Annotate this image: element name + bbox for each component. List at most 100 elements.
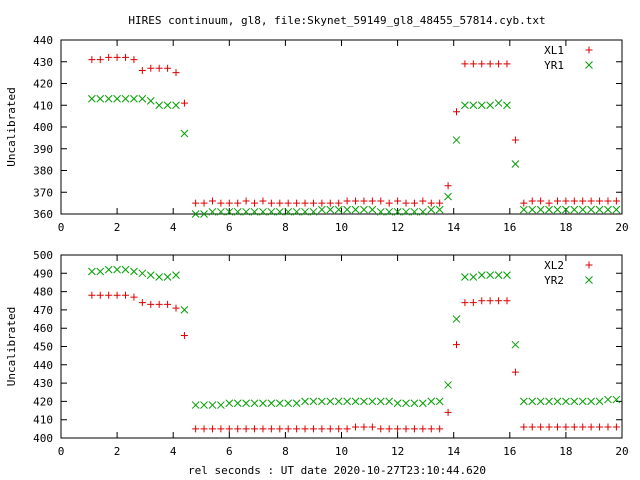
data-point	[259, 425, 267, 433]
data-point	[595, 205, 604, 214]
data-point	[318, 205, 326, 214]
data-point	[301, 199, 309, 207]
data-point	[385, 199, 393, 207]
data-point	[242, 207, 250, 216]
data-point	[436, 199, 444, 207]
data-point	[293, 199, 301, 207]
data-point	[385, 207, 394, 216]
data-point	[453, 341, 461, 349]
y-tick-label: 470	[33, 304, 53, 317]
data-point	[318, 397, 326, 406]
data-point	[309, 207, 318, 216]
data-point	[96, 94, 105, 103]
data-point	[595, 397, 604, 406]
data-point	[326, 397, 335, 406]
data-point	[419, 197, 427, 205]
data-point	[579, 423, 587, 431]
x-tick-label: 10	[335, 445, 348, 458]
data-point	[318, 425, 326, 433]
y-tick-label: 480	[33, 286, 53, 299]
data-point	[511, 136, 519, 144]
data-point	[503, 271, 511, 279]
data-point	[155, 101, 164, 110]
data-point	[284, 399, 293, 408]
y-tick-label: 430	[33, 377, 53, 390]
data-point	[147, 300, 155, 308]
data-point	[301, 425, 309, 433]
data-point	[309, 199, 317, 207]
data-point	[520, 423, 528, 431]
data-point	[284, 199, 292, 207]
data-point	[377, 425, 385, 433]
data-point	[292, 399, 301, 408]
x-tick-label: 20	[615, 445, 628, 458]
data-point	[138, 94, 147, 103]
data-point	[360, 397, 368, 406]
data-point	[486, 297, 494, 305]
legend-label: XL1	[544, 44, 564, 57]
x-tick-label: 10	[335, 221, 348, 234]
data-point	[172, 69, 180, 77]
data-point	[217, 199, 225, 207]
data-point	[113, 94, 121, 103]
data-point	[435, 205, 444, 214]
data-point	[200, 401, 208, 409]
data-point	[326, 205, 335, 214]
x-tick-label: 14	[447, 221, 461, 234]
data-point	[172, 304, 180, 312]
y-tick-label: 500	[33, 249, 53, 262]
data-point	[138, 269, 147, 278]
data-point	[587, 423, 595, 431]
data-point	[301, 207, 309, 216]
data-point	[604, 197, 612, 205]
x-tick-label: 2	[114, 445, 121, 458]
data-point	[562, 205, 570, 214]
data-point	[478, 60, 486, 68]
data-point	[545, 199, 553, 207]
data-point	[368, 423, 376, 431]
data-point	[352, 423, 360, 431]
data-point	[172, 101, 180, 110]
data-point	[276, 199, 284, 207]
data-point	[121, 94, 130, 103]
data-point	[292, 207, 301, 216]
data-point	[225, 399, 234, 408]
data-point	[164, 300, 172, 308]
data-point	[163, 273, 172, 281]
data-point	[511, 160, 520, 168]
y-tick-label: 420	[33, 78, 53, 91]
data-point	[180, 332, 188, 340]
data-point	[130, 56, 138, 64]
data-point	[172, 271, 180, 279]
data-point	[276, 425, 284, 433]
data-point	[155, 300, 163, 308]
y-tick-label: 450	[33, 341, 53, 354]
data-point	[351, 205, 360, 214]
data-point	[360, 197, 368, 205]
data-point	[427, 199, 435, 207]
y-axis-label: Uncalibrated	[5, 307, 18, 386]
data-point	[122, 291, 130, 299]
data-point	[410, 425, 418, 433]
data-point	[469, 101, 478, 110]
chart-title: HIRES continuum, gl8, file:Skynet_59149_…	[128, 14, 545, 27]
y-tick-label: 440	[33, 359, 53, 372]
plot-frame	[60, 254, 623, 439]
data-point	[155, 64, 163, 72]
data-point	[469, 60, 477, 68]
y-tick-label: 360	[33, 208, 53, 221]
data-point	[105, 53, 113, 61]
y-tick-label: 400	[33, 121, 53, 134]
data-point	[113, 265, 121, 274]
data-point	[234, 199, 242, 207]
legend-marker	[585, 46, 593, 54]
legend-label: YR2	[544, 274, 564, 287]
data-point	[293, 425, 301, 433]
data-point	[519, 397, 528, 406]
data-point	[570, 423, 578, 431]
data-point	[334, 397, 343, 406]
data-point	[612, 423, 620, 431]
data-point	[394, 197, 402, 205]
data-point	[225, 425, 233, 433]
data-point	[104, 94, 113, 103]
